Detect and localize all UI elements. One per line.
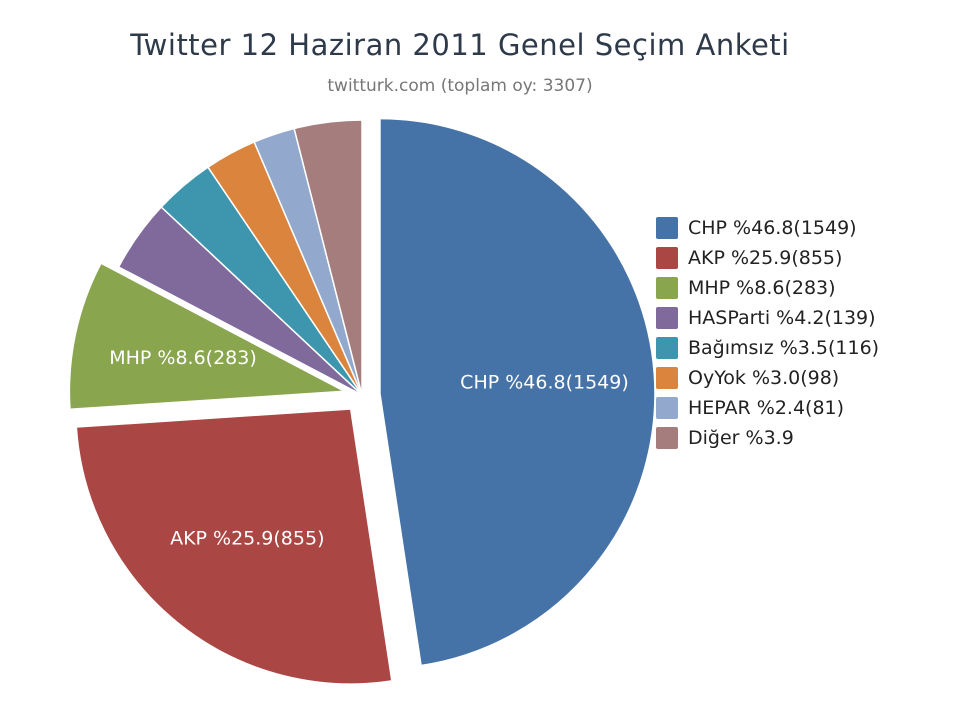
slice-label-mhp: MHP %8.6(283) xyxy=(109,347,257,369)
legend-item-oyyok[interactable]: OyYok %3.0(98) xyxy=(656,363,879,393)
legend-label: CHP %46.8(1549) xyxy=(688,217,857,239)
legend-swatch xyxy=(656,397,678,419)
legend-swatch xyxy=(656,427,678,449)
chart-title: Twitter 12 Haziran 2011 Genel Seçim Anke… xyxy=(130,28,790,62)
legend-label: AKP %25.9(855) xyxy=(688,247,843,269)
legend-item-mhp[interactable]: MHP %8.6(283) xyxy=(656,273,879,303)
legend-label: Bağımsız %3.5(116) xyxy=(688,337,880,359)
chart-subtitle: twitturk.com (toplam oy: 3307) xyxy=(327,76,593,96)
legend-item-bagimsiz[interactable]: Bağımsız %3.5(116) xyxy=(656,333,879,363)
legend-swatch xyxy=(656,217,678,239)
legend-item-hepar[interactable]: HEPAR %2.4(81) xyxy=(656,393,879,423)
chart-legend: CHP %46.8(1549) AKP %25.9(855) MHP %8.6(28… xyxy=(656,213,879,453)
legend-item-akp[interactable]: AKP %25.9(855) xyxy=(656,243,879,273)
legend-label: HASParti %4.2(139) xyxy=(688,307,876,329)
slice-label-akp: AKP %25.9(855) xyxy=(170,528,324,550)
legend-item-diger[interactable]: Diğer %3.9 xyxy=(656,423,879,453)
legend-label: MHP %8.6(283) xyxy=(688,277,836,299)
legend-item-hasparti[interactable]: HASParti %4.2(139) xyxy=(656,303,879,333)
legend-label: HEPAR %2.4(81) xyxy=(688,397,845,419)
legend-swatch xyxy=(656,247,678,269)
legend-swatch xyxy=(656,337,678,359)
pie-slice-chp[interactable] xyxy=(379,117,656,667)
legend-swatch xyxy=(656,367,678,389)
legend-label: Diğer %3.9 xyxy=(688,427,794,449)
pie-slice-diger[interactable] xyxy=(293,119,363,396)
legend-swatch xyxy=(656,307,678,329)
legend-swatch xyxy=(656,277,678,299)
legend-item-chp[interactable]: CHP %46.8(1549) xyxy=(656,213,879,243)
slice-label-chp: CHP %46.8(1549) xyxy=(460,371,629,393)
pie-slice-mhp[interactable] xyxy=(68,262,348,411)
legend-label: OyYok %3.0(98) xyxy=(688,367,840,389)
pie-slice-akp[interactable] xyxy=(75,408,393,685)
